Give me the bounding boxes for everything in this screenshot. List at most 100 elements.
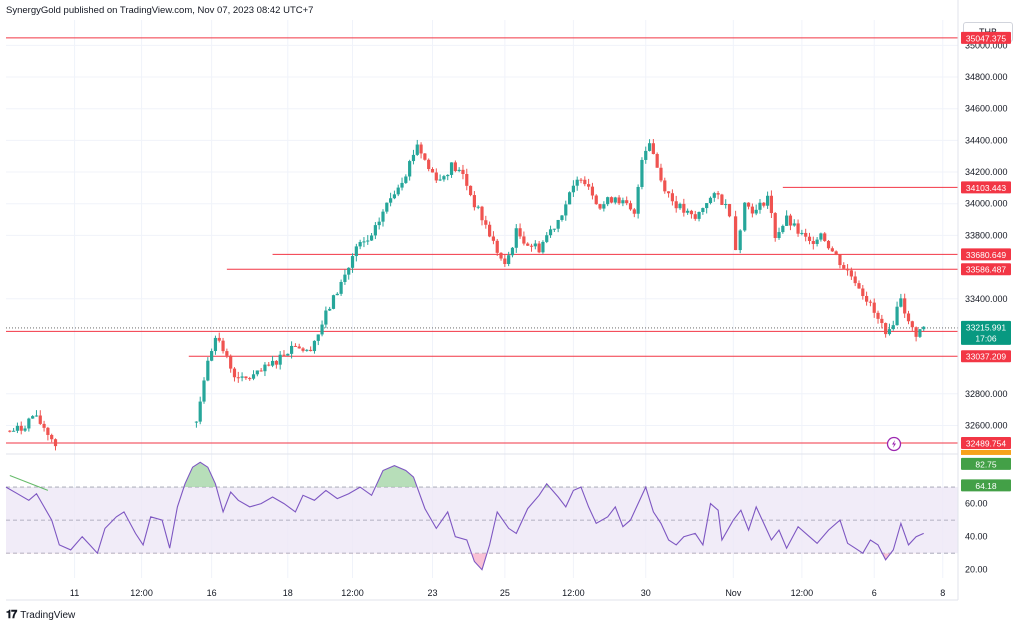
candle-body [628, 203, 633, 210]
candle-body [762, 202, 766, 206]
level-label: 33680.649 [966, 250, 1006, 260]
candle-body [350, 256, 355, 268]
level-label: 33586.487 [966, 265, 1006, 275]
candle-body [522, 236, 526, 244]
candle-body [819, 233, 823, 240]
level-label: 34103.443 [966, 183, 1006, 193]
candle-body [465, 174, 469, 186]
candle-body [906, 313, 911, 322]
candle-body [533, 243, 537, 247]
candle-body [606, 197, 610, 205]
candle-body [210, 351, 214, 361]
candle-body [918, 329, 922, 337]
candle-body [564, 204, 568, 216]
candle-body [689, 210, 694, 215]
candle-body [484, 220, 488, 225]
candle-body [556, 219, 560, 229]
candle-body [335, 293, 339, 296]
candle-body [674, 201, 678, 209]
candle-body [50, 434, 54, 440]
candle-body [251, 374, 256, 379]
candle-body [297, 346, 301, 349]
candle-body [328, 308, 332, 311]
candle-body [895, 306, 899, 326]
candle-body [697, 212, 701, 219]
candle-body [202, 380, 206, 402]
candle-body [213, 337, 218, 352]
candle-body [468, 185, 473, 196]
rsi-line [5, 461, 924, 571]
tradingview-logo-icon: 𝟏𝟕 [6, 609, 17, 621]
candle-body [259, 370, 263, 372]
level-label-bg [961, 181, 1011, 194]
candle-body [738, 230, 742, 251]
candle-body [552, 228, 556, 230]
candle-body [678, 203, 682, 209]
time-tick-label: 12:00 [791, 588, 814, 598]
candle-body [240, 376, 244, 378]
time-tick-label: 12:00 [562, 588, 585, 598]
tradingview-logo[interactable]: 𝟏𝟕 TradingView [6, 609, 75, 622]
candle-body [655, 154, 659, 168]
candle-body [842, 265, 846, 269]
candle-body [263, 364, 267, 372]
candle-body [796, 223, 800, 234]
candle-body [305, 349, 309, 351]
candle-body [312, 340, 317, 352]
price-tick-label: 34800.000 [965, 72, 1008, 82]
candle-body [526, 243, 530, 246]
candle-body [389, 198, 393, 203]
candle-body [461, 169, 465, 175]
candle-body [663, 180, 667, 192]
time-tick-label: 12:00 [130, 588, 153, 598]
candle-body [491, 236, 496, 241]
time-tick-label: 16 [207, 588, 217, 598]
candle-body [427, 159, 431, 170]
candle-body [8, 430, 12, 432]
candle-body [876, 312, 880, 319]
candle-body [579, 179, 583, 181]
price-tick-label: 32600.000 [965, 420, 1008, 430]
candle-body [834, 251, 838, 255]
candle-body [777, 232, 781, 238]
candle-body [720, 194, 724, 205]
candle-body [910, 321, 914, 328]
candle-body [800, 232, 804, 234]
candle-body [430, 169, 435, 173]
tradingview-brand: TradingView [20, 610, 76, 621]
time-tick-label: 6 [872, 588, 877, 598]
rsi-high-label: 82.75 [975, 459, 997, 469]
candle-body [899, 298, 903, 307]
candle-body [290, 345, 294, 354]
candle-body [922, 326, 926, 330]
level-label-bg [961, 263, 1011, 276]
price-tick-label: 34600.000 [965, 104, 1008, 114]
candle-body [232, 368, 237, 378]
candle-body [625, 200, 629, 204]
time-tick-label: 23 [427, 588, 437, 598]
candle-body [686, 210, 690, 213]
candle-body [324, 310, 328, 325]
candle-body [495, 240, 499, 253]
candle-body [587, 184, 591, 187]
candle-body [392, 194, 397, 199]
publisher-header: SynergyGold published on TradingView.com… [6, 5, 314, 16]
candle-body [621, 200, 625, 204]
candle-body [248, 378, 252, 380]
candle-body [503, 258, 507, 264]
candle-body [727, 204, 732, 217]
candle-body [811, 240, 815, 244]
candle-body [891, 325, 895, 330]
candle-body [404, 176, 408, 183]
candle-body [331, 295, 336, 309]
horizontal-levels [6, 37, 958, 444]
candle-body [571, 185, 575, 193]
candle-body [343, 274, 347, 282]
last-price-label-bg [961, 320, 1011, 345]
candle-body [286, 353, 290, 356]
candle-body [362, 241, 366, 243]
candle-body [567, 192, 572, 205]
candle-body [198, 401, 202, 422]
grid [6, 20, 958, 578]
